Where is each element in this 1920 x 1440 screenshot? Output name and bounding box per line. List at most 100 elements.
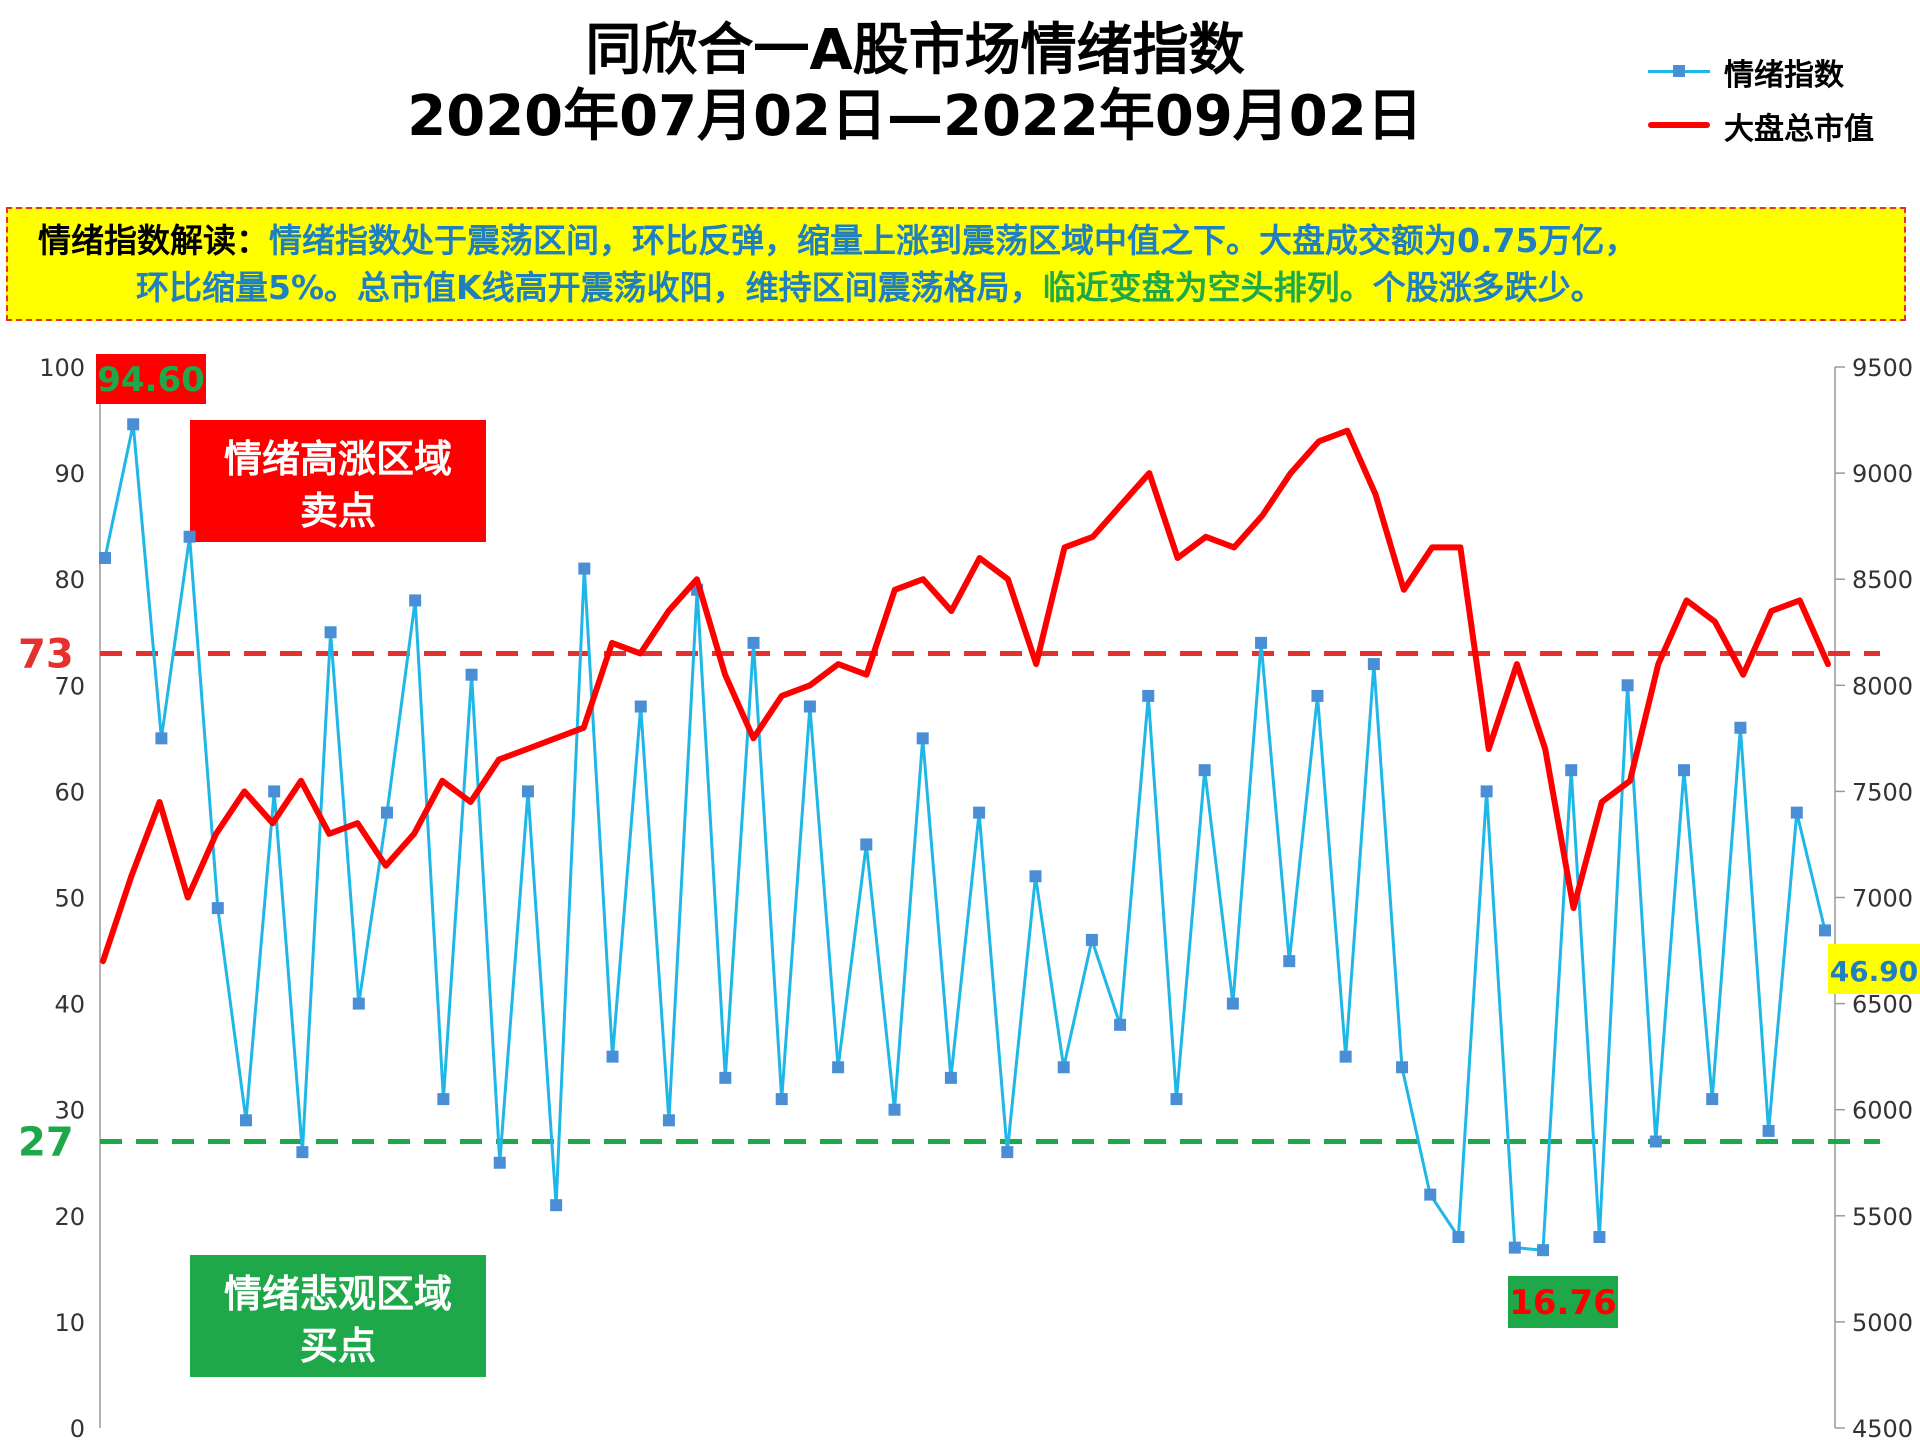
interpretation-box: 情绪指数解读：情绪指数处于震荡区间，环比反弹，缩量上涨到震荡区域中值之下。大盘成… bbox=[6, 207, 1906, 321]
note-heading: 情绪指数解读： bbox=[38, 221, 269, 260]
sentiment-point bbox=[183, 530, 196, 543]
left-tick-label: 50 bbox=[54, 885, 85, 913]
sentiment-chart: 0 10 20 30 40 50 60 70 80 90 100 4500 5000 5500 6000 65… bbox=[18, 354, 1920, 1440]
left-tick-label: 40 bbox=[54, 991, 85, 1019]
left-tick-label: 60 bbox=[54, 778, 85, 806]
sentiment-point bbox=[832, 1061, 845, 1074]
sentiment-point bbox=[239, 1114, 252, 1127]
sentiment-point bbox=[944, 1071, 957, 1084]
sentiment-line bbox=[103, 422, 1827, 1252]
sentiment-point bbox=[1649, 1135, 1662, 1148]
sentiment-point bbox=[1001, 1146, 1014, 1159]
sentiment-point bbox=[1226, 997, 1239, 1010]
chart-title: 同欣合一A股市场情绪指数 2020年07月02日—2022年09月02日 bbox=[0, 18, 1830, 150]
sentiment-point bbox=[296, 1146, 309, 1159]
reference-label-73: 73 bbox=[18, 631, 74, 677]
sentiment-point bbox=[719, 1071, 732, 1084]
sentiment-point bbox=[1593, 1231, 1606, 1244]
sentiment-point bbox=[1537, 1244, 1550, 1257]
sentiment-point bbox=[916, 732, 929, 745]
sentiment-point bbox=[268, 785, 281, 798]
right-tick-label: 6000 bbox=[1852, 1097, 1913, 1125]
sentiment-point bbox=[1396, 1061, 1409, 1074]
note-line-2-b: 临近变盘为空头排列。 bbox=[1042, 268, 1373, 307]
right-tick-label: 5000 bbox=[1852, 1309, 1913, 1337]
sentiment-point bbox=[606, 1050, 619, 1063]
left-tick-label: 100 bbox=[39, 354, 85, 382]
square-marker-icon bbox=[1673, 65, 1685, 77]
sentiment-point bbox=[521, 785, 534, 798]
sentiment-point bbox=[1339, 1050, 1352, 1063]
sentiment-point bbox=[550, 1199, 563, 1212]
note-line-1: 情绪指数处于震荡区间，环比反弹，缩量上涨到震荡区域中值之下。大盘成交额为0.75… bbox=[269, 221, 1638, 260]
sentiment-point bbox=[1029, 870, 1042, 883]
left-tick-label: 20 bbox=[54, 1203, 85, 1231]
sentiment-point bbox=[578, 562, 591, 575]
sentiment-point bbox=[1678, 764, 1691, 777]
right-tick-label: 5500 bbox=[1852, 1203, 1913, 1231]
sentiment-point bbox=[1565, 764, 1578, 777]
sentiment-point bbox=[1819, 924, 1831, 937]
sentiment-point bbox=[409, 594, 422, 607]
sentiment-point bbox=[803, 700, 816, 713]
sentiment-point bbox=[1142, 689, 1155, 702]
sentiment-point bbox=[324, 626, 337, 639]
right-tick-label: 7500 bbox=[1852, 778, 1913, 806]
sentiment-point bbox=[1734, 721, 1747, 734]
sentiment-point bbox=[155, 732, 168, 745]
sentiment-point bbox=[1621, 679, 1634, 692]
sentiment-point bbox=[1790, 806, 1803, 819]
sentiment-point bbox=[1452, 1231, 1465, 1244]
left-tick-label: 10 bbox=[54, 1309, 85, 1337]
sentiment-point bbox=[127, 418, 140, 431]
left-tick-label: 80 bbox=[54, 566, 85, 594]
sentiment-point bbox=[775, 1093, 788, 1106]
sentiment-point bbox=[211, 902, 224, 915]
zone-box-1 bbox=[190, 1255, 486, 1377]
zone-box-0 bbox=[190, 420, 486, 542]
zone-label-0-line1: 情绪高涨区域 bbox=[224, 437, 452, 481]
legend-label-sentiment: 情绪指数 bbox=[1724, 58, 1844, 93]
right-tick-label: 4500 bbox=[1852, 1415, 1913, 1440]
market-cap-line bbox=[100, 427, 1831, 965]
sentiment-point bbox=[662, 1114, 675, 1127]
sentiment-point bbox=[973, 806, 986, 819]
sentiment-point bbox=[1424, 1188, 1437, 1201]
sentiment-point bbox=[1508, 1241, 1521, 1254]
sentiment-point bbox=[1170, 1093, 1183, 1106]
note-line-2-a: 环比缩量5%。总市值K线高开震荡收阳，维持区间震荡格局， bbox=[136, 268, 1043, 307]
legend-line-market-cap bbox=[1648, 122, 1710, 128]
sentiment-point bbox=[380, 806, 393, 819]
right-tick-label: 8500 bbox=[1852, 566, 1913, 594]
sentiment-point bbox=[437, 1093, 450, 1106]
sentiment-point bbox=[1762, 1124, 1775, 1137]
right-tick-label: 8000 bbox=[1852, 672, 1913, 700]
title-line-1: 同欣合一A股市场情绪指数 bbox=[585, 18, 1245, 83]
sentiment-point bbox=[1480, 785, 1493, 798]
right-tick-label: 7000 bbox=[1852, 885, 1913, 913]
sentiment-point bbox=[352, 997, 365, 1010]
left-tick-label: 0 bbox=[70, 1415, 85, 1440]
zone-label-0-line2: 卖点 bbox=[300, 489, 376, 533]
sentiment-point bbox=[1283, 955, 1296, 968]
left-tick-label: 90 bbox=[54, 460, 85, 488]
sentiment-point bbox=[493, 1156, 506, 1169]
annotation-label-2: 46.90 bbox=[1830, 955, 1919, 988]
right-tick-label: 6500 bbox=[1852, 991, 1913, 1019]
note-line-2-c: 个股涨多跌少。 bbox=[1372, 268, 1604, 307]
title-line-2: 2020年07月02日—2022年09月02日 bbox=[407, 84, 1423, 149]
annotation-box-1 bbox=[1508, 1276, 1618, 1328]
reference-label-27: 27 bbox=[18, 1120, 74, 1166]
annotation-box-0 bbox=[96, 354, 206, 404]
right-tick-label: 9000 bbox=[1852, 460, 1913, 488]
sentiment-point bbox=[888, 1103, 901, 1116]
sentiment-point bbox=[1085, 933, 1098, 946]
sentiment-point bbox=[860, 838, 873, 851]
annotation-box-2 bbox=[1828, 944, 1920, 994]
zone-label-1-line1: 情绪悲观区域 bbox=[224, 1272, 452, 1316]
annotation-label-0: 94.60 bbox=[97, 360, 205, 400]
sentiment-point bbox=[1367, 658, 1380, 671]
sentiment-point bbox=[1057, 1061, 1070, 1074]
right-tick-label: 9500 bbox=[1852, 354, 1913, 382]
sentiment-point bbox=[634, 700, 647, 713]
